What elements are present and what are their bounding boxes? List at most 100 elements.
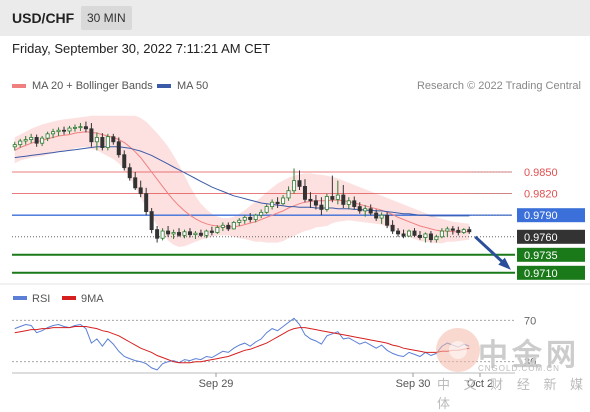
legend-ma20: MA 20 + Bollinger Bands <box>12 80 153 92</box>
candle-body <box>122 154 127 169</box>
candle-body <box>308 198 313 202</box>
candle-body <box>412 230 417 236</box>
candle-body <box>144 193 149 213</box>
candle-body <box>29 137 34 141</box>
candle-body <box>45 133 50 139</box>
candle-body <box>407 230 412 237</box>
level-tag-0.9710 <box>517 265 585 280</box>
level-label-0.9790: 0.9790 <box>524 210 558 222</box>
timestamp: Friday, September 30, 2022 7:11:21 AM CE… <box>12 41 271 56</box>
candle-body <box>209 230 214 233</box>
rsi-legend-label: RSI <box>32 293 50 305</box>
candle-body <box>72 126 77 129</box>
candle-body <box>105 136 110 148</box>
legend-label-ma20: MA 20 + Bollinger Bands <box>32 80 153 92</box>
watermark-domain: CNGOLD.COM.CN <box>478 364 560 373</box>
rsi-ma-legend-label: 9MA <box>81 293 104 305</box>
legend-swatch-ma50 <box>157 84 171 89</box>
candle-body <box>319 204 324 210</box>
candle-body <box>166 230 171 235</box>
level-tag-0.9735 <box>517 247 585 262</box>
candle-body <box>297 180 302 187</box>
candle-body <box>231 221 236 230</box>
legend-swatch-ma20 <box>12 84 26 89</box>
candle-body <box>423 233 428 238</box>
candle-body <box>368 208 373 214</box>
legend-label-ma50: MA 50 <box>177 80 209 92</box>
candle-body <box>160 230 165 239</box>
candle-body <box>341 194 346 205</box>
candle-body <box>253 214 258 220</box>
candle-body <box>456 229 461 233</box>
candle-body <box>281 197 286 205</box>
level-label-0.9850: 0.9850 <box>524 167 558 179</box>
candle-body <box>94 137 99 143</box>
price-chart[interactable]: 0.9850 0.9820 0.9790 0.9760 0.9735 0.9710 RSI 9… <box>0 0 590 400</box>
candle-body <box>187 231 192 236</box>
candle-body <box>204 230 209 236</box>
candle-body <box>286 190 291 199</box>
candle-body <box>264 206 269 213</box>
rsi-tick-70: 70 <box>524 315 536 327</box>
candle-body <box>417 234 422 238</box>
candle-body <box>220 224 225 228</box>
candle-body <box>182 231 187 236</box>
candle-body <box>379 214 384 219</box>
candle-body <box>390 224 395 232</box>
candle-body <box>23 139 28 142</box>
candle-body <box>12 144 17 148</box>
candle-body <box>270 201 275 207</box>
candle-body <box>352 200 357 207</box>
candle-body <box>330 196 335 200</box>
level-label-0.9710: 0.9710 <box>524 268 558 280</box>
credit-text: Research © 2022 Trading Central <box>416 80 581 92</box>
candle-body <box>34 137 39 144</box>
rsi-tick-30: 30 <box>524 357 536 369</box>
level-label-0.9735: 0.9735 <box>524 250 558 262</box>
candle-body <box>133 177 138 189</box>
candle-body <box>439 230 444 238</box>
pair-label: USD/CHF <box>12 10 75 26</box>
watermark-logo-inner-icon <box>449 341 467 359</box>
bollinger-band <box>14 115 470 247</box>
candle-body <box>155 229 160 239</box>
candle-body <box>111 136 116 143</box>
candle-body <box>215 227 220 233</box>
candle-body <box>149 211 154 231</box>
candle-body <box>434 236 439 241</box>
candle-body <box>385 214 390 226</box>
candle-body <box>313 200 318 206</box>
x-tick-label: Sep 29 <box>199 378 234 390</box>
candle-body <box>67 127 72 132</box>
candle-body <box>83 126 88 130</box>
level-tag-0.9790 <box>517 208 585 223</box>
rsi-line <box>14 317 470 371</box>
candle-body <box>357 206 362 212</box>
candle-body <box>40 137 45 144</box>
rsi-ma-legend-swatch <box>62 296 76 300</box>
candle-body <box>226 224 231 230</box>
candle-body <box>302 185 307 200</box>
candle-body <box>177 232 182 236</box>
candle-body <box>428 233 433 241</box>
candle-body <box>259 211 264 216</box>
candle-body <box>363 208 368 212</box>
watermark-slogan: 中 文 财 经 新 媒 体 <box>437 377 589 411</box>
candle-body <box>198 232 203 236</box>
watermark-brand: 中金网 <box>478 339 580 372</box>
candle-body <box>461 229 466 233</box>
candle-body <box>116 141 121 156</box>
timeframe-badge[interactable]: 30 MIN <box>81 6 132 30</box>
candle-body <box>89 128 94 143</box>
candle-body <box>62 129 67 132</box>
level-tag-0.9760 <box>517 229 585 244</box>
candle-body <box>324 196 329 210</box>
candle-body <box>248 216 253 220</box>
candle-body <box>193 232 198 236</box>
candle-body <box>51 131 56 135</box>
level-label-0.9820: 0.9820 <box>524 189 558 201</box>
candle-body <box>127 167 132 179</box>
level-label-0.9760: 0.9760 <box>524 232 558 244</box>
candle-body <box>445 228 450 232</box>
forecast-arrow-head <box>498 257 511 270</box>
